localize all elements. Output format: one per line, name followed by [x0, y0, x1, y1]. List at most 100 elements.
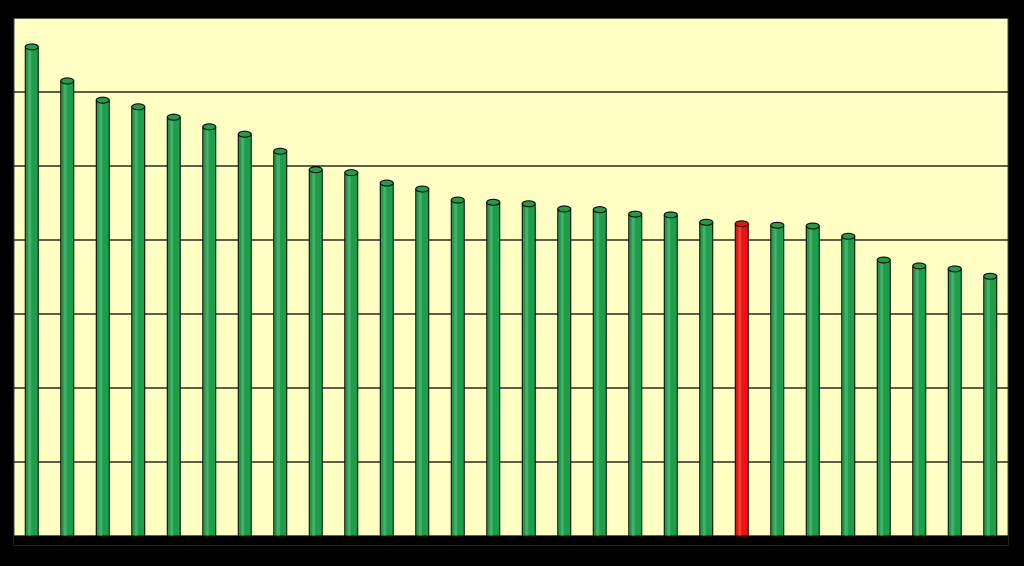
bar-body — [450, 199, 465, 537]
bar — [450, 196, 465, 537]
bar-top — [24, 43, 39, 51]
bar-body — [95, 99, 110, 537]
bar-shine — [631, 214, 635, 536]
bar-body — [734, 223, 749, 537]
bar — [344, 169, 359, 537]
bar — [24, 43, 39, 537]
bar-shine — [276, 151, 280, 536]
bar-shine — [560, 208, 564, 537]
bar — [237, 130, 252, 537]
bar-shine — [99, 100, 103, 536]
bar-body — [805, 225, 820, 537]
bar — [557, 205, 572, 537]
bar-body — [663, 214, 678, 537]
bar-shine — [525, 203, 529, 537]
bar-body — [486, 201, 501, 537]
bar-top — [734, 220, 749, 228]
bar-body — [60, 80, 75, 537]
bar-top — [663, 211, 678, 219]
bar-shine — [667, 214, 671, 536]
bar-body — [699, 221, 714, 537]
bar-top — [912, 262, 927, 270]
bar-body — [379, 182, 394, 537]
bar-body — [770, 224, 785, 537]
bar-shine — [880, 259, 884, 536]
bar-top — [841, 232, 856, 240]
bar-top — [95, 96, 110, 104]
bar-shine — [347, 172, 351, 536]
bar-shine — [951, 268, 955, 536]
bar-body — [628, 213, 643, 537]
bar-top — [379, 179, 394, 187]
bar — [947, 265, 962, 537]
bar-top — [486, 198, 501, 206]
bar-top — [415, 185, 430, 193]
bar — [415, 185, 430, 537]
bar-shine — [489, 202, 493, 536]
bar-shine — [134, 106, 138, 537]
bar-body — [24, 46, 39, 537]
bar-top — [131, 103, 146, 111]
bar-top — [450, 196, 465, 204]
bar-shine — [383, 183, 387, 536]
bar-shine — [241, 134, 245, 536]
bar-top — [166, 113, 181, 121]
bar-top — [344, 169, 359, 177]
bar-top — [202, 123, 217, 131]
bar-shine — [986, 276, 990, 536]
bar-top — [947, 265, 962, 273]
bar-top — [983, 272, 998, 280]
bar-body — [983, 275, 998, 537]
bar-top — [521, 200, 536, 208]
bar-body — [273, 150, 288, 537]
bar-shine — [773, 225, 777, 536]
bar — [95, 96, 110, 537]
bar — [628, 210, 643, 537]
bar — [60, 77, 75, 537]
bar-top — [308, 166, 323, 174]
bar — [983, 272, 998, 537]
bar-shine — [454, 200, 458, 537]
bar-shine — [312, 169, 316, 536]
bar-top — [237, 130, 252, 138]
bar-body — [344, 172, 359, 537]
bar — [663, 211, 678, 537]
bar-top — [557, 205, 572, 213]
bar-shine — [205, 126, 209, 536]
bar — [273, 147, 288, 537]
bar-shine — [915, 265, 919, 536]
bar-shine — [738, 223, 742, 536]
bar-shine — [170, 117, 174, 536]
bar-body — [557, 208, 572, 537]
bar-shine — [844, 236, 848, 537]
plot-area — [13, 17, 1009, 546]
bar — [521, 200, 536, 537]
bar-top — [876, 256, 891, 264]
bar-body — [415, 188, 430, 537]
bar-body — [202, 126, 217, 537]
bar — [202, 123, 217, 537]
bar-shine — [702, 222, 706, 537]
bar — [308, 166, 323, 537]
bar-body — [876, 259, 891, 537]
bar-shine — [63, 80, 67, 537]
bar — [592, 206, 607, 537]
bar — [770, 221, 785, 537]
bar-body — [912, 265, 927, 537]
bar-top — [273, 147, 288, 155]
bar-body — [947, 268, 962, 537]
bar-body — [308, 169, 323, 537]
bar — [805, 222, 820, 537]
bar — [876, 256, 891, 537]
bar-shine — [418, 188, 422, 536]
bar — [734, 220, 749, 537]
bar-top — [699, 218, 714, 226]
bar — [131, 103, 146, 537]
bar — [486, 198, 501, 537]
bar-top — [628, 210, 643, 218]
bar — [699, 218, 714, 537]
bar-body — [521, 203, 536, 537]
bar-top — [592, 206, 607, 214]
